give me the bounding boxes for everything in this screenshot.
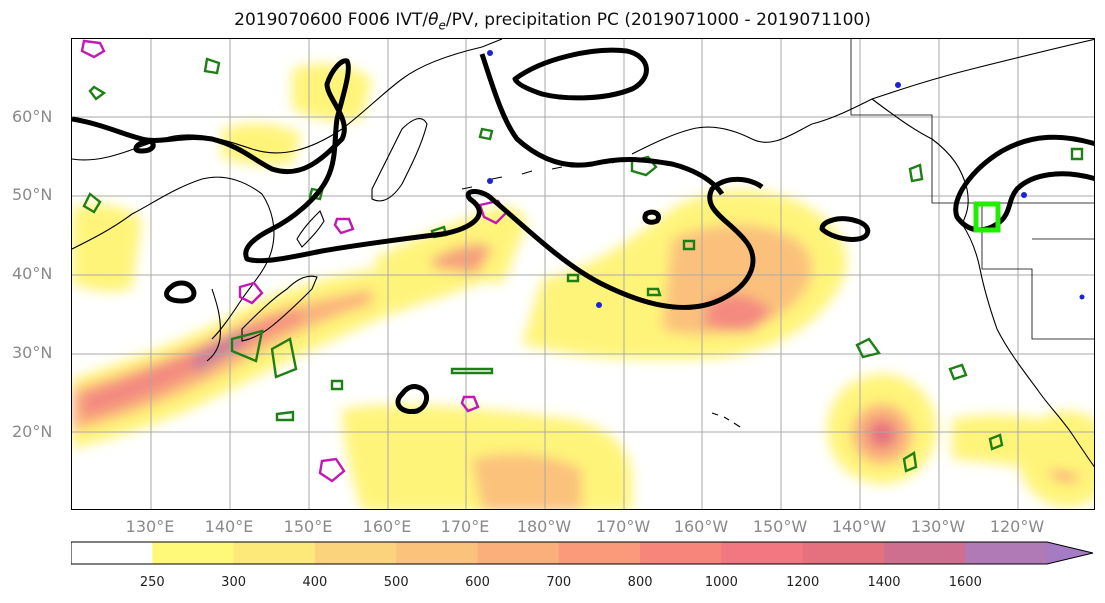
coastlines <box>72 39 1094 468</box>
colorbar-tick-label: 250 <box>139 575 165 590</box>
lat-label-50n: 50°N <box>12 185 53 204</box>
lat-label-30n: 30°N <box>12 343 53 362</box>
lon-label-180w: 180°W <box>516 517 572 536</box>
precip-shading <box>72 63 1094 509</box>
colorbar-cell <box>802 542 885 564</box>
map-svg <box>72 39 1094 509</box>
lat-label-20n: 20°N <box>12 422 53 441</box>
colorbar-cell <box>965 542 1048 564</box>
graticule <box>72 39 1094 509</box>
lon-label-140e: 140°E <box>204 517 254 536</box>
colorbar-tick-label: 600 <box>465 575 490 590</box>
colorbar-cell <box>558 542 641 564</box>
colorbar-tick-label: 400 <box>302 575 328 590</box>
lat-label-60n: 60°N <box>12 107 53 126</box>
colorbar-cell <box>396 542 478 564</box>
title-suffix: /PV, precipitation PC (2019071000 - 2019… <box>445 10 871 30</box>
colorbar-tick-label: 500 <box>383 575 409 590</box>
map-panel <box>71 38 1095 510</box>
lon-label-170w: 170°W <box>595 517 651 536</box>
pv-contours <box>72 47 1094 415</box>
colorbar-tick-label: 300 <box>221 575 247 590</box>
lon-label-150e: 150°E <box>283 517 333 536</box>
colorbar-cell <box>152 542 235 564</box>
title-prefix: 2019070600 F006 IVT/ <box>234 10 429 30</box>
title-theta-sub: e <box>438 18 446 33</box>
lat-label-40n: 40°N <box>12 264 53 283</box>
lon-label-130w: 130°W <box>910 517 966 536</box>
lon-label-150w: 150°W <box>752 517 808 536</box>
lon-label-160e: 160°E <box>362 517 412 536</box>
colorbar-cell <box>884 542 966 564</box>
colorbar-tick-label: 1400 <box>867 575 901 590</box>
colorbar-extend-arrow <box>1046 542 1093 564</box>
political-borders <box>850 39 1094 340</box>
lon-label-140w: 140°W <box>831 517 887 536</box>
colorbar-cells <box>71 542 1093 564</box>
theta-e-contours-green <box>82 57 1084 473</box>
lon-label-160w: 160°W <box>673 517 729 536</box>
lon-label-130e: 130°E <box>125 517 175 536</box>
colorbar-cell <box>477 542 560 564</box>
colorbar-cell <box>721 542 804 564</box>
colorbar-tick-label: 1200 <box>786 575 820 590</box>
theta-e-contours-magenta <box>80 39 508 483</box>
colorbar-tick-label: 700 <box>546 575 572 590</box>
colorbar-tick-label: 1600 <box>948 575 982 590</box>
colorbar-cell <box>71 542 153 564</box>
colorbar-tick-label: 1000 <box>704 575 738 590</box>
colorbar-cell <box>314 542 397 564</box>
colorbar-cell <box>233 542 316 564</box>
blue-markers <box>487 50 1085 308</box>
colorbar-tick-label: 800 <box>627 575 653 590</box>
target-region-box <box>973 201 1001 233</box>
colorbar-cell <box>640 542 722 564</box>
figure-title: 2019070600 F006 IVT/θe/PV, precipitation… <box>0 10 1105 32</box>
lon-label-170e: 170°E <box>440 517 490 536</box>
colorbar <box>71 541 1094 565</box>
title-theta: θ <box>428 10 439 30</box>
lon-label-120w: 120°W <box>989 517 1045 536</box>
